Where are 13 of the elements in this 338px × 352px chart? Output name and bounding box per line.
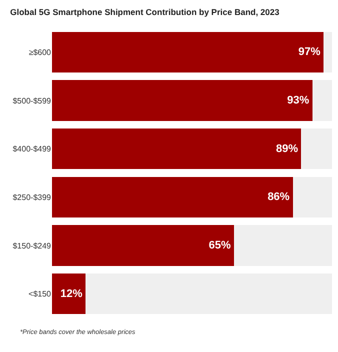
y-tick-label: $150-$249 [12,241,52,250]
data-label: 97% [298,46,321,58]
y-tick-label: $250-$399 [12,192,52,202]
data-label: 65% [208,240,231,252]
y-tick-label: $500-$599 [12,96,52,106]
data-label: 93% [287,94,310,106]
y-tick-label: $400-$499 [12,144,52,154]
y-tick-label: ≥$600 [28,48,52,57]
data-label: 86% [268,191,290,204]
y-tick-label: <$150 [28,290,52,299]
data-label: 12% [60,288,83,300]
data-label: 89% [276,142,298,155]
chart-title: Global 5G Smartphone Shipment Contribution by Price Band, 2023 [10,6,280,17]
